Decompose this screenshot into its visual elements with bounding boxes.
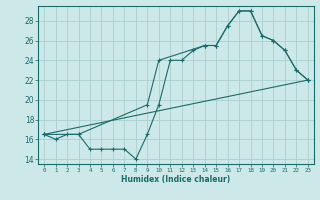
X-axis label: Humidex (Indice chaleur): Humidex (Indice chaleur) (121, 175, 231, 184)
